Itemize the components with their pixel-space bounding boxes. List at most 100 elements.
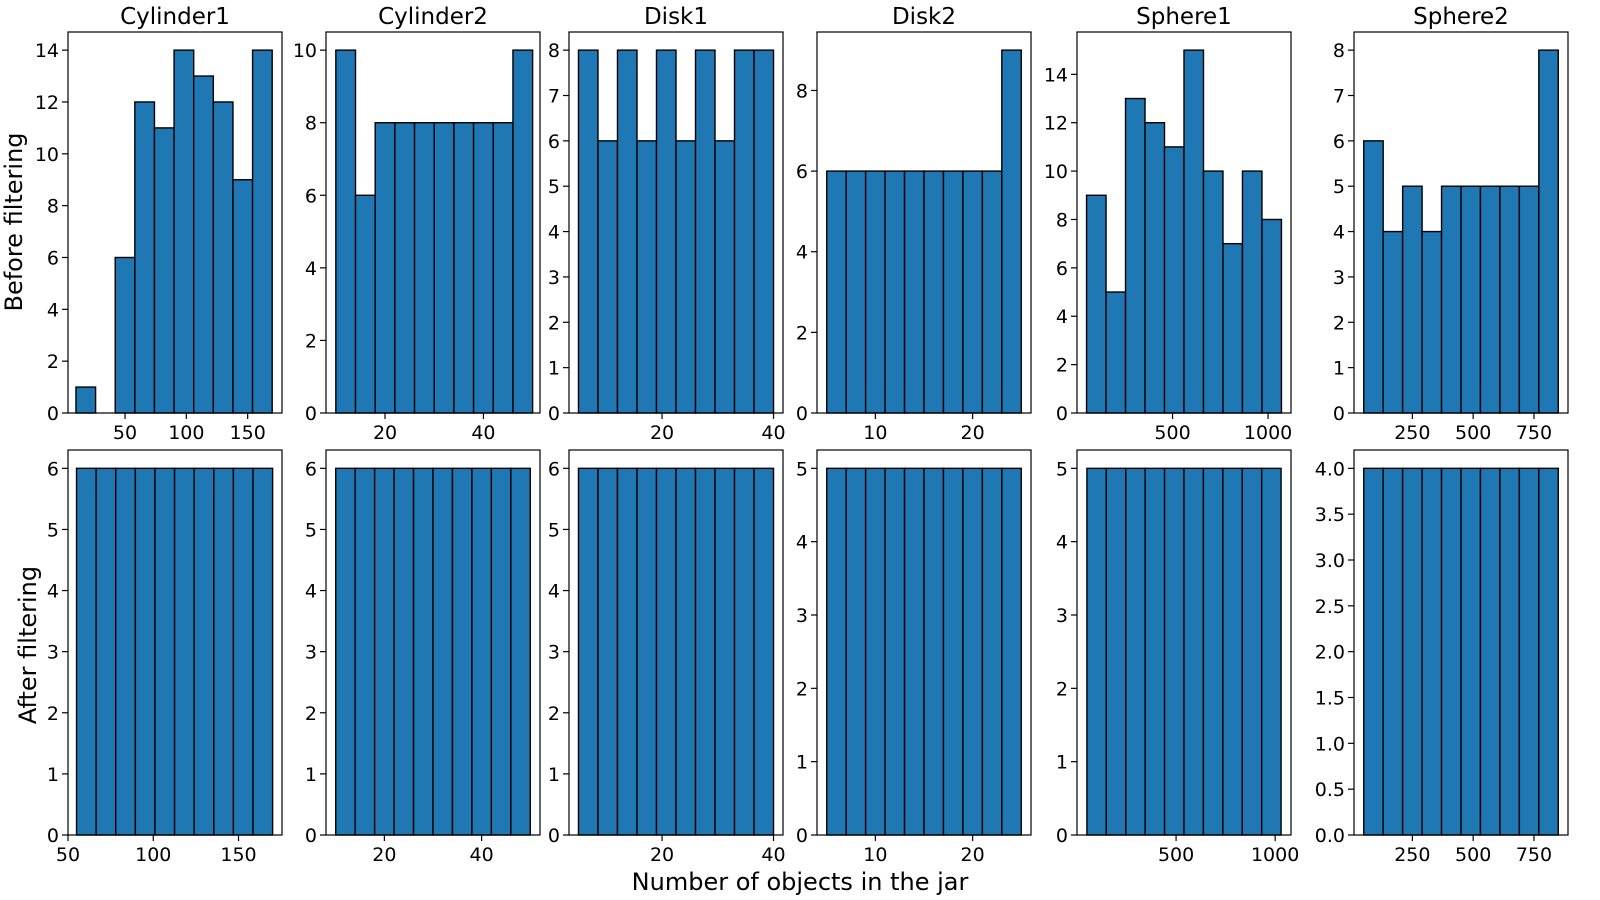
x-tick-label: 20 bbox=[372, 844, 396, 866]
y-tick-label: 1 bbox=[796, 752, 808, 774]
panel-after-sphere1: 0 1 2 3 4 5 500 1000 bbox=[1056, 449, 1299, 866]
histogram-bar bbox=[636, 467, 658, 836]
axes-frame bbox=[67, 449, 283, 836]
y-tick-label: 6 bbox=[1056, 258, 1068, 280]
y-tick-label: 0 bbox=[548, 403, 560, 425]
y-tick-label: 4 bbox=[47, 581, 59, 603]
y-tick-label: 10 bbox=[293, 40, 317, 62]
y-tick-label: 1 bbox=[1056, 752, 1068, 774]
histogram-bar bbox=[1363, 140, 1384, 414]
y-tick-label: 1 bbox=[1333, 358, 1345, 380]
x-tick-label: 20 bbox=[650, 422, 674, 444]
histogram-bar bbox=[962, 467, 984, 836]
histogram-bar bbox=[1241, 170, 1263, 414]
panel-title: Sphere1 bbox=[1136, 4, 1232, 30]
histogram-bar bbox=[636, 140, 658, 414]
x-tick-label: 250 bbox=[1394, 844, 1430, 866]
histogram-bar bbox=[510, 467, 531, 836]
y-tick-label: 0 bbox=[305, 403, 317, 425]
histogram-bar bbox=[433, 122, 455, 414]
histogram-bar bbox=[471, 467, 493, 836]
y-tick-label: 6 bbox=[548, 131, 560, 153]
histogram-bar bbox=[733, 49, 755, 414]
histogram-bar bbox=[1144, 467, 1166, 836]
histogram-bar bbox=[492, 122, 514, 414]
y-tick-label: 2 bbox=[1333, 312, 1345, 334]
histogram-bar bbox=[826, 467, 847, 836]
histogram-bar bbox=[577, 49, 599, 414]
axes-frame bbox=[325, 449, 541, 836]
y-tick-label: 5 bbox=[1056, 458, 1068, 480]
histogram-bar bbox=[1105, 467, 1127, 836]
histogram-bar bbox=[75, 386, 97, 414]
x-tick-label: 150 bbox=[220, 844, 256, 866]
y-tick-label: 14 bbox=[35, 40, 59, 62]
histogram-bar bbox=[432, 467, 454, 836]
histogram-bar bbox=[373, 467, 395, 836]
row-label-after: After filtering bbox=[14, 566, 42, 724]
histogram-bar bbox=[616, 49, 638, 414]
x-tick-label: 1000 bbox=[1244, 422, 1292, 444]
histogram-bar bbox=[1163, 146, 1185, 414]
histogram-bar bbox=[115, 467, 137, 836]
panel-title: Disk2 bbox=[892, 4, 956, 30]
y-tick-label: 3 bbox=[1333, 267, 1345, 289]
y-tick-label: 8 bbox=[47, 196, 59, 218]
histogram-bar bbox=[490, 467, 512, 836]
histogram-bar bbox=[577, 467, 599, 836]
histogram-bar bbox=[232, 179, 254, 414]
histogram-bar bbox=[981, 467, 1003, 836]
histogram-bar bbox=[981, 170, 1003, 414]
histogram-bar bbox=[655, 467, 677, 836]
y-tick-label: 2 bbox=[796, 678, 808, 700]
y-tick-label: 1 bbox=[305, 764, 317, 786]
y-tick-label: 3.5 bbox=[1315, 504, 1345, 526]
histogram-bar bbox=[354, 467, 376, 836]
histogram-bar bbox=[1479, 185, 1501, 414]
histogram-bar bbox=[1499, 185, 1521, 414]
histogram-bar bbox=[1222, 242, 1244, 414]
histogram-bar bbox=[95, 467, 117, 836]
y-tick-label: 4.0 bbox=[1315, 458, 1345, 480]
histogram-bar bbox=[753, 49, 775, 414]
y-tick-label: 8 bbox=[1056, 209, 1068, 231]
y-tick-label: 6 bbox=[305, 458, 317, 480]
y-tick-label: 7 bbox=[1333, 86, 1345, 108]
axes-frame bbox=[67, 31, 283, 414]
x-tick-label: 750 bbox=[1516, 422, 1552, 444]
y-tick-label: 1.5 bbox=[1315, 688, 1345, 710]
histogram-bar bbox=[412, 467, 434, 836]
histogram-bar bbox=[354, 194, 376, 414]
histogram-bar bbox=[845, 170, 867, 414]
panel-title: Cylinder1 bbox=[120, 4, 230, 30]
y-tick-label: 6 bbox=[1333, 131, 1345, 153]
y-tick-label: 2 bbox=[548, 312, 560, 334]
panel-title: Cylinder2 bbox=[378, 4, 488, 30]
histogram-bar bbox=[1261, 218, 1283, 414]
y-tick-label: 1 bbox=[47, 764, 59, 786]
y-tick-label: 5 bbox=[548, 519, 560, 541]
histogram-bar bbox=[733, 467, 755, 836]
panel-after-sphere2: 0.0 0.5 1.0 1.5 2.0 2.5 3.0 3.5 4.0 250 500 750 bbox=[1315, 449, 1569, 866]
axes-frame bbox=[325, 31, 541, 414]
histogram-bar bbox=[1183, 49, 1205, 414]
histogram-bar bbox=[413, 122, 435, 414]
histogram-bar bbox=[1124, 97, 1146, 414]
y-tick-label: 0 bbox=[305, 825, 317, 847]
y-tick-label: 2 bbox=[305, 703, 317, 725]
y-tick-label: 0 bbox=[796, 403, 808, 425]
y-tick-label: 3 bbox=[548, 267, 560, 289]
y-tick-label: 5 bbox=[1333, 176, 1345, 198]
histogram-bar bbox=[1202, 467, 1224, 836]
axes-frame bbox=[816, 31, 1032, 414]
histogram-bar bbox=[193, 467, 215, 836]
histogram-bar bbox=[1144, 122, 1166, 414]
histogram-bar bbox=[213, 467, 235, 836]
y-tick-label: 2.5 bbox=[1315, 596, 1345, 618]
y-tick-label: 3 bbox=[796, 605, 808, 627]
histogram-bar bbox=[1183, 467, 1205, 836]
histogram-bar bbox=[1538, 49, 1559, 414]
histogram-bar bbox=[903, 467, 925, 836]
y-tick-label: 10 bbox=[1044, 161, 1068, 183]
